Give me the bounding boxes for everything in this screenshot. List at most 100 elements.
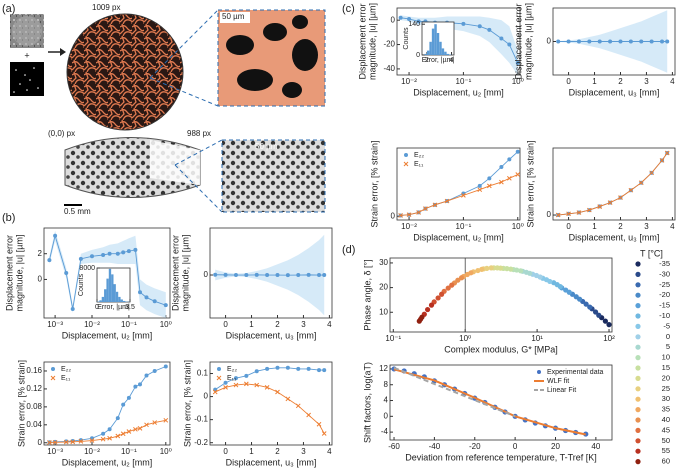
y-axis-label: Strain error, [% strain] xyxy=(16,360,26,447)
series-line xyxy=(49,366,166,443)
x-axis-label: Displacement, u₂ [mm] xyxy=(413,87,504,97)
panel-label: (a) xyxy=(2,3,15,15)
x-tick-label: 10⁰ xyxy=(160,447,172,456)
data-point xyxy=(458,275,465,281)
y-tick-label: 4 xyxy=(384,396,389,405)
legend-label: E₂₂ xyxy=(227,366,237,373)
data-point xyxy=(573,294,579,300)
scale-label: 50 µm xyxy=(222,12,245,21)
data-point xyxy=(152,299,157,304)
input-image-disk xyxy=(12,16,42,46)
x-tick-label: 4 xyxy=(327,320,332,329)
data-point xyxy=(435,295,441,301)
legend-marker xyxy=(51,367,55,371)
plot-frame xyxy=(396,7,521,76)
data-point xyxy=(515,172,521,177)
x-axis-label: Error, |µm| xyxy=(422,57,455,64)
y-axis-label: Displacement error xyxy=(4,235,14,311)
data-point xyxy=(556,39,561,44)
data-point xyxy=(152,420,158,425)
data-point xyxy=(296,366,301,371)
data-point xyxy=(275,389,280,395)
data-point xyxy=(515,60,520,65)
data-point xyxy=(432,202,438,208)
y-tick-label: 0 xyxy=(391,211,396,220)
x-tick-label: 10⁻² xyxy=(401,77,417,86)
data-point xyxy=(576,39,581,44)
histogram-bar xyxy=(426,50,430,55)
legend-label: E₁₁ xyxy=(414,161,424,168)
histogram-bar xyxy=(439,41,442,55)
legend-label: 60 xyxy=(662,457,670,466)
data-point xyxy=(423,206,428,211)
x-axis-label: Displacement, u₂ [mm] xyxy=(62,457,153,467)
series-line xyxy=(49,419,166,443)
histogram-bar xyxy=(446,53,450,55)
x-tick-label: 10⁰ xyxy=(459,334,471,343)
data-point xyxy=(659,158,665,163)
legend-label: 50 xyxy=(662,436,670,445)
data-point xyxy=(416,210,421,215)
plot-frame xyxy=(43,361,171,446)
data-point xyxy=(126,249,131,254)
legend-label: 45 xyxy=(662,425,670,434)
data-point xyxy=(78,256,83,261)
image-label: 1009 px xyxy=(92,3,120,12)
y-tick-label: 0 xyxy=(416,52,420,59)
x-tick-label: 10⁰ xyxy=(160,320,172,329)
data-point xyxy=(285,396,291,402)
legend-marker xyxy=(635,313,641,319)
data-point xyxy=(78,439,84,444)
data-point xyxy=(223,272,228,277)
y-tick-label: 12 xyxy=(379,364,388,373)
x-tick-label: 10¹ xyxy=(531,334,543,343)
x-tick-label: 10⁻³ xyxy=(47,320,63,329)
histogram-bar xyxy=(444,51,447,55)
data-point xyxy=(487,176,492,181)
data-point xyxy=(306,272,311,277)
y-tick-label: 0 xyxy=(204,392,209,401)
histogram-bar xyxy=(101,296,105,302)
histogram-bar xyxy=(108,268,112,302)
y-axis-label: magnitude, |u| [µm] xyxy=(367,3,377,80)
data-point xyxy=(107,251,112,256)
data-point xyxy=(518,268,524,274)
data-point xyxy=(89,438,95,443)
data-point xyxy=(115,416,120,421)
data-point xyxy=(639,39,644,44)
y-tick-label: 0 xyxy=(547,37,552,46)
data-point xyxy=(555,212,561,218)
data-point xyxy=(425,306,431,313)
data-point xyxy=(306,366,311,371)
x-tick-label: -20 xyxy=(469,442,481,451)
x-axis-label: Error, |µm| xyxy=(97,304,130,311)
data-point xyxy=(52,439,58,445)
data-point xyxy=(649,39,654,44)
data-point xyxy=(53,233,58,238)
data-point xyxy=(285,273,290,278)
x-tick-label: 1 xyxy=(249,447,254,456)
legend-marker xyxy=(635,303,641,309)
data-point xyxy=(70,307,75,311)
x-tick-label: 0 xyxy=(513,442,518,451)
data-point xyxy=(115,433,121,439)
data-point xyxy=(461,193,466,198)
x-tick-label: 2 xyxy=(618,77,623,86)
sample-cutout xyxy=(150,140,200,185)
data-point xyxy=(265,273,270,278)
legend-label: -5 xyxy=(663,321,670,330)
histogram-bar xyxy=(441,48,445,55)
data-point xyxy=(449,282,455,288)
pores xyxy=(226,15,318,98)
x-tick-label: 0 xyxy=(95,304,99,311)
data-point xyxy=(576,210,582,215)
y-tick-label: -40 xyxy=(383,64,395,73)
x-tick-label: -40 xyxy=(429,442,441,451)
data-point xyxy=(638,180,644,186)
data-point xyxy=(120,431,126,437)
data-point xyxy=(398,15,403,20)
histogram-bar xyxy=(115,291,119,302)
data-point xyxy=(477,24,482,29)
legend-label: 30 xyxy=(662,394,670,403)
